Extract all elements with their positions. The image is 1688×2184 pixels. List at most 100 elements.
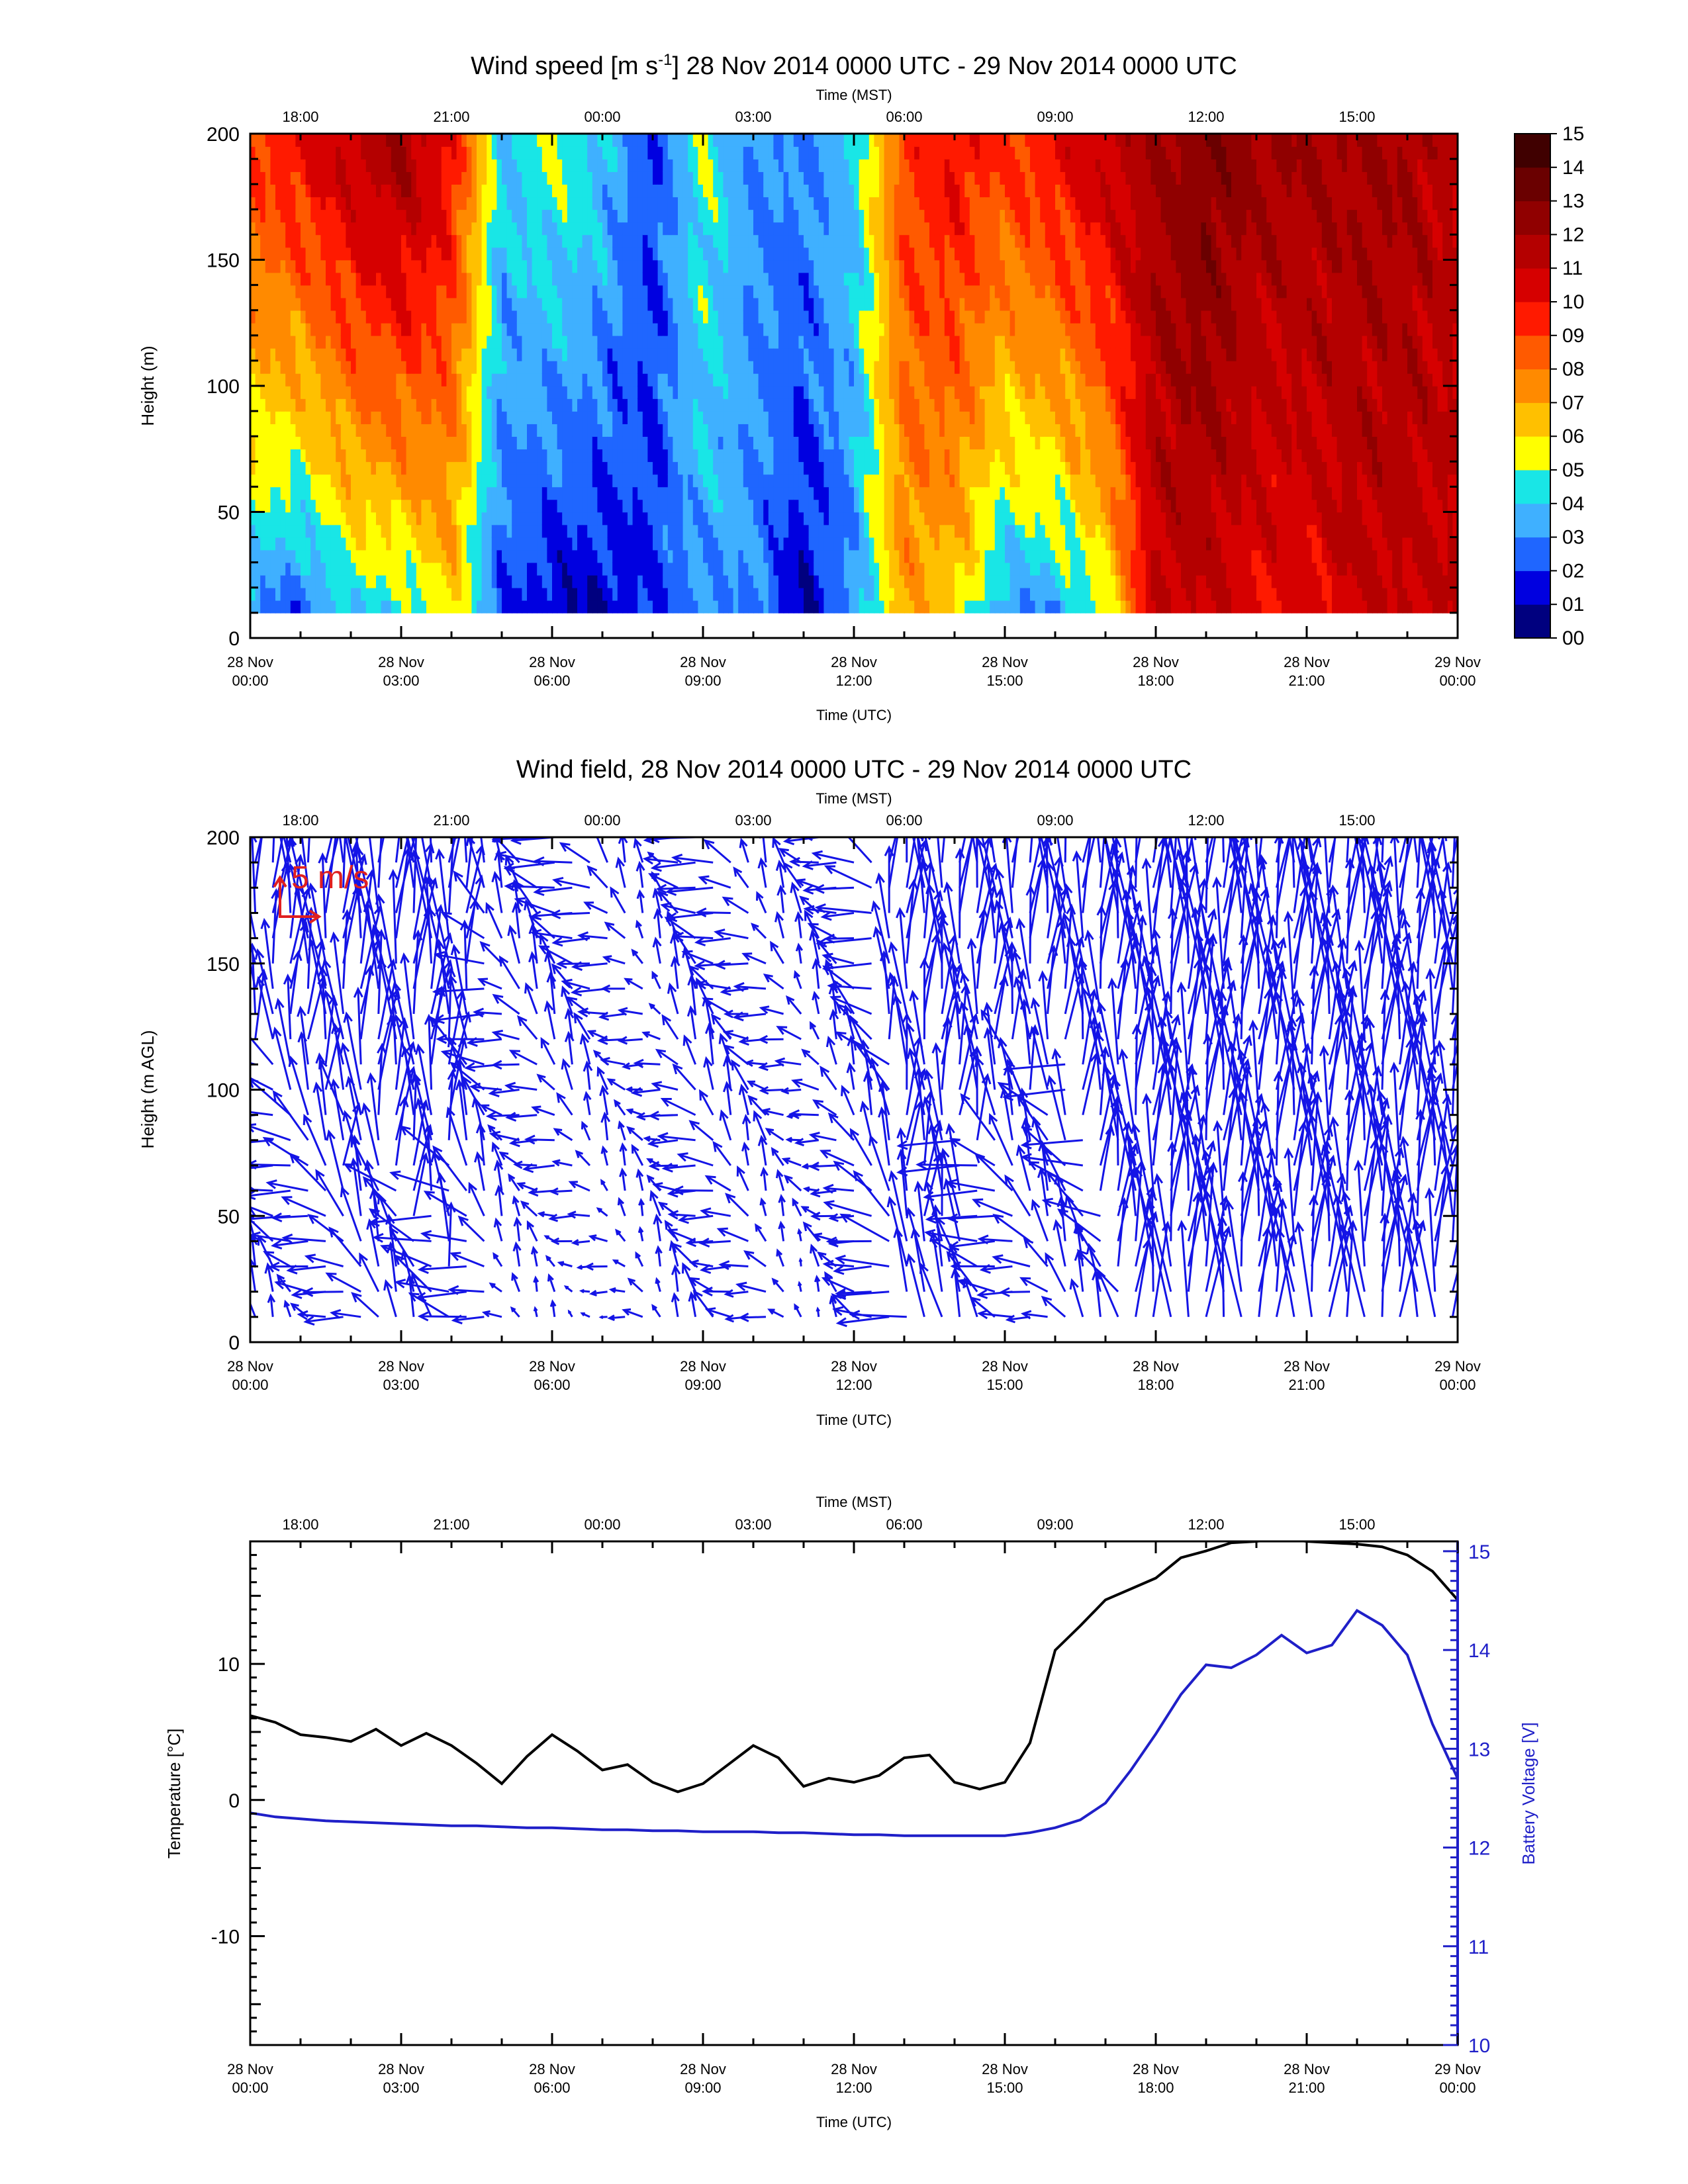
wind-speed-cell — [386, 197, 392, 210]
wind-speed-cell — [421, 146, 427, 159]
wind-speed-cell — [642, 159, 649, 172]
wind-speed-cell — [411, 360, 417, 374]
wind-speed-cell — [290, 134, 297, 147]
wind-speed-cell — [798, 449, 804, 463]
wind-speed-cell — [718, 197, 724, 210]
wind-speed-cell — [839, 486, 845, 500]
wind-speed-cell — [336, 386, 342, 399]
wind-speed-cell — [466, 537, 473, 551]
wind-speed-cell — [527, 222, 533, 236]
wind-speed-cell — [833, 398, 839, 412]
wind-speed-cell — [456, 562, 462, 576]
wind-speed-cell — [512, 537, 518, 551]
wind-speed-cell — [798, 549, 804, 563]
wind-speed-cell — [703, 234, 709, 248]
wind-speed-cell — [607, 574, 613, 588]
wind-speed-cell — [411, 449, 417, 463]
wind-speed-cell — [305, 486, 311, 500]
wind-speed-cell — [833, 209, 839, 223]
wind-speed-cell — [854, 411, 860, 424]
wind-speed-cell — [290, 449, 297, 463]
wind-speed-cell — [843, 574, 850, 588]
wind-speed-cell — [773, 449, 779, 463]
wind-speed-cell — [703, 335, 709, 349]
wind-speed-cell — [305, 197, 311, 210]
wind-speed-cell — [340, 499, 347, 513]
wind-speed-cell — [823, 587, 829, 601]
wind-speed-cell — [657, 587, 663, 601]
wind-speed-cell — [768, 310, 774, 324]
wind-speed-cell — [723, 486, 729, 500]
wind-speed-cell — [391, 297, 397, 311]
wind-speed-cell — [305, 171, 311, 185]
wind-speed-cell — [909, 424, 915, 437]
wind-speed-cell — [355, 587, 361, 601]
wind-speed-cell — [843, 171, 850, 185]
wind-speed-cell — [804, 574, 810, 588]
wind-speed-cell — [326, 386, 332, 399]
wind-speed-cell — [396, 562, 402, 576]
wind-speed-cell — [381, 486, 387, 500]
wind-speed-cell — [522, 574, 528, 588]
wind-speed-cell — [527, 373, 533, 387]
wind-speed-cell — [401, 335, 407, 349]
wind-speed-cell — [617, 411, 624, 424]
wind-speed-cell — [436, 411, 442, 424]
wind-speed-cell — [326, 411, 332, 424]
wind-speed-cell — [406, 134, 412, 147]
wind-speed-cell — [301, 474, 306, 488]
wind-speed-cell — [502, 171, 508, 185]
wind-speed-cell — [512, 335, 518, 349]
wind-speed-cell — [431, 587, 437, 601]
wind-speed-cell — [632, 146, 638, 159]
wind-speed-cell — [411, 347, 417, 361]
wind-speed-cell — [854, 524, 860, 538]
wind-speed-cell — [814, 549, 820, 563]
wind-speed-cell — [798, 512, 804, 525]
wind-speed-cell — [628, 512, 633, 525]
wind-speed-cell — [466, 360, 473, 374]
wind-speed-cell — [562, 524, 568, 538]
wind-speed-cell — [768, 184, 774, 198]
wind-speed-cell — [310, 347, 316, 361]
wind-speed-cell — [436, 297, 442, 311]
wind-speed-cell — [406, 600, 412, 614]
wind-speed-cell — [713, 386, 719, 399]
wind-speed-cell — [864, 146, 870, 159]
wind-speed-cell — [355, 436, 361, 450]
wind-speed-cell — [522, 474, 528, 488]
wind-speed-cell — [708, 347, 714, 361]
wind-speed-cell — [728, 159, 734, 172]
wind-speed-cell — [843, 537, 850, 551]
wind-speed-cell — [381, 537, 387, 551]
wind-speed-cell — [607, 549, 613, 563]
wind-speed-cell — [843, 486, 850, 500]
wind-speed-cell — [255, 310, 261, 324]
wind-speed-cell — [864, 272, 870, 286]
wind-speed-cell — [663, 159, 669, 172]
wind-speed-cell — [285, 461, 291, 475]
wind-speed-cell — [864, 587, 870, 601]
wind-speed-cell — [577, 512, 583, 525]
wind-speed-cell — [833, 512, 839, 525]
wind-speed-cell — [537, 549, 543, 563]
wind-speed-cell — [667, 461, 674, 475]
wind-speed-cell — [340, 310, 347, 324]
wind-speed-cell — [778, 549, 784, 563]
wind-speed-cell — [396, 549, 402, 563]
wind-speed-cell — [597, 574, 603, 588]
wind-speed-cell — [788, 461, 794, 475]
wind-speed-cell — [260, 259, 266, 273]
wind-speed-cell — [351, 171, 357, 185]
wind-speed-cell — [864, 197, 870, 210]
wind-speed-cell — [783, 360, 789, 374]
wind-speed-cell — [411, 247, 417, 261]
wind-speed-cell — [250, 134, 256, 147]
wind-speed-cell — [738, 600, 744, 614]
wind-speed-cell — [854, 335, 860, 349]
wind-speed-cell — [421, 449, 427, 463]
wind-speed-cell — [265, 398, 271, 412]
wind-speed-cell — [265, 486, 271, 500]
wind-speed-cell — [295, 335, 301, 349]
wind-speed-cell — [371, 436, 377, 450]
